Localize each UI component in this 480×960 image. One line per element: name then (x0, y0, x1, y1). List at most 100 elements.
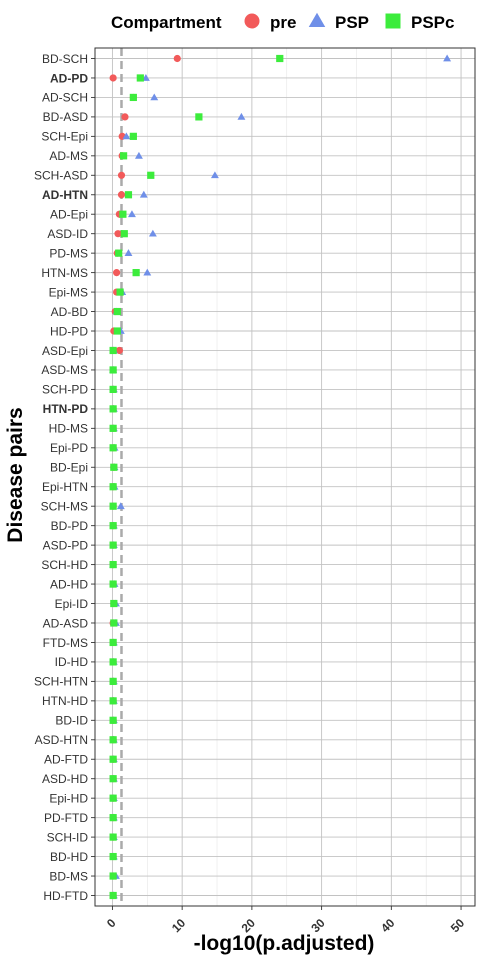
point-pspc-pd-ms (115, 249, 123, 257)
point-psp-ad-htn (139, 190, 148, 198)
point-pspc-epi-ms (116, 288, 124, 296)
legend-label: PSP (335, 13, 369, 32)
point-pspc-ad-ftd (109, 755, 117, 763)
y-tick-label: ASD-MS (41, 363, 88, 377)
point-psp-sch-ms (116, 502, 125, 510)
y-tick-label: ASD-PD (43, 538, 89, 552)
y-axis-title: Disease pairs (4, 407, 27, 542)
legend-key-psp-icon (308, 12, 326, 27)
point-pspc-asd-pd (109, 541, 117, 549)
point-pre-sch-asd (117, 171, 126, 179)
legend-items: pre PSP PSPc (244, 12, 454, 32)
y-tick-label: ASD-HD (42, 772, 88, 786)
point-pre-asd-id (114, 230, 122, 238)
point-pspc-asd-htn (109, 736, 117, 744)
point-pspc-hd-ftd (109, 891, 117, 900)
gridlines (95, 48, 475, 906)
point-pspc-ftd-ms (109, 638, 117, 647)
point-psp-bd-sch (443, 54, 452, 62)
point-pspc-bd-asd (195, 113, 203, 121)
y-tick-label: AD-PD (50, 71, 88, 85)
point-pspc-ad-pd (136, 74, 144, 82)
data-points (109, 54, 452, 900)
point-psp-htn-ms (143, 268, 152, 276)
point-pspc-ad-asd (110, 619, 118, 627)
point-pspc-epi-id (110, 599, 118, 608)
y-tick-label: BD-Epi (50, 461, 88, 475)
point-pspc-sch-epi (129, 132, 137, 140)
plot-border (94, 47, 476, 907)
point-psp-sch-asd (210, 171, 219, 179)
y-tick-label: SCH-ASD (34, 169, 88, 183)
legend-item-psp: PSP (308, 12, 369, 32)
x-axis-title: -log10(p.adjusted) (194, 932, 375, 955)
y-tick-label: Epi-HD (49, 791, 88, 805)
y-tick-label: SCH-PD (42, 383, 88, 397)
point-pspc-sch-hd (109, 560, 117, 569)
y-tick-label: SCH-Epi (41, 130, 88, 144)
legend-label: pre (270, 13, 296, 32)
y-tick-label: SCH-ID (47, 830, 89, 844)
y-tick-label: ASD-ID (47, 227, 88, 241)
y-tick-label: Epi-ID (55, 597, 89, 611)
y-tick-label: BD-ID (55, 714, 88, 728)
y-tick-label: ASD-HTN (35, 733, 88, 747)
point-pspc-ad-bd (113, 307, 121, 316)
point-psp-ad-sch (150, 93, 159, 101)
point-pspc-ad-sch (129, 93, 137, 102)
x-tick-label: 50 (448, 916, 468, 936)
y-tick-label: HTN-PD (43, 402, 89, 416)
point-pspc-id-hd (109, 658, 117, 666)
plot-panel (94, 47, 476, 907)
point-pspc-bd-epi (110, 463, 118, 471)
point-pspc-asd-id (120, 230, 128, 238)
y-tick-label: HD-PD (50, 324, 88, 338)
y-tick-label: ASD-Epi (42, 344, 88, 358)
point-pspc-sch-asd (147, 171, 155, 179)
point-pspc-bd-hd (109, 852, 117, 861)
point-psp-ad-ms (134, 151, 143, 159)
y-tick-label: HD-MS (49, 422, 88, 436)
point-pspc-bd-sch (276, 54, 284, 63)
point-pspc-htn-pd (109, 405, 117, 413)
y-tick-label: BD-ASD (43, 110, 89, 124)
y-tick-label: AD-BD (51, 305, 89, 319)
y-tick-label: HD-FTD (43, 889, 88, 903)
point-pspc-pd-ftd (109, 814, 117, 822)
y-tick-label: PD-FTD (44, 811, 88, 825)
y-tick-label: AD-FTD (44, 753, 88, 767)
legend-item-pre: pre (244, 13, 296, 32)
point-psp-asd-id (148, 229, 157, 237)
legend-label: PSPc (411, 13, 454, 32)
point-psp-pd-ms (124, 249, 133, 257)
point-pre-bd-sch (173, 54, 181, 63)
y-tick-label: SCH-HD (41, 558, 88, 572)
legend-key-pre-icon (244, 13, 260, 29)
point-pre-asd-epi (115, 346, 124, 355)
point-pspc-hd-pd (113, 327, 121, 335)
point-pspc-bd-id (109, 716, 117, 724)
point-pspc-asd-ms (109, 366, 117, 374)
point-pspc-ad-htn (124, 191, 133, 199)
y-tick-label: AD-Epi (50, 208, 88, 222)
point-pre-htn-ms (113, 269, 121, 277)
y-tick-label: Epi-PD (50, 441, 88, 455)
point-pspc-htn-ms (132, 269, 140, 277)
y-tick-label: Epi-MS (49, 285, 88, 299)
point-pre-bd-asd (121, 113, 129, 121)
point-psp-ad-epi (127, 210, 136, 218)
point-pspc-bd-ms (109, 872, 117, 880)
point-pre-ad-htn (117, 191, 126, 199)
y-tick-label: HTN-HD (42, 694, 88, 708)
y-tick-label: AD-HD (50, 577, 88, 591)
point-psp-sch-epi (122, 132, 131, 140)
plot-background (94, 47, 476, 907)
y-tick-label: SCH-MS (41, 499, 88, 513)
x-tick-label: 10 (169, 916, 189, 936)
point-pspc-asd-epi (109, 346, 117, 355)
y-tick-label: AD-HTN (42, 188, 88, 202)
point-pspc-ad-ms (119, 152, 128, 160)
point-pspc-sch-pd (109, 385, 117, 394)
y-tick-label: AD-SCH (42, 91, 88, 105)
